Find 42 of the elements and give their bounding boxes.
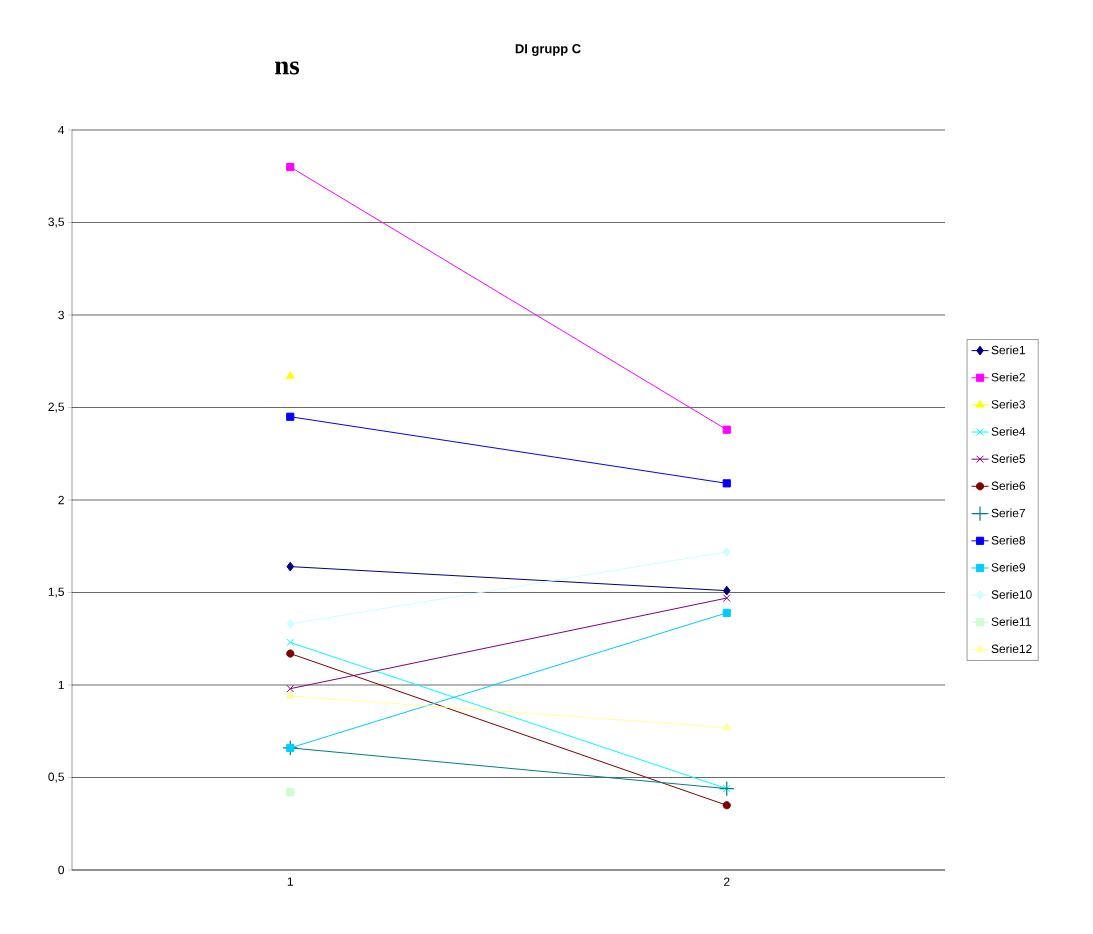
text: ns bbox=[275, 61, 300, 75]
y-tick-label: 0,5 bbox=[48, 772, 64, 783]
y-tick-label: 2,5 bbox=[48, 402, 64, 413]
point bbox=[286, 561, 295, 572]
point bbox=[722, 425, 731, 434]
legend-label: Serie12 bbox=[991, 644, 1032, 654]
legend-label: Serie9 bbox=[991, 562, 1026, 572]
legend-label: Serie3 bbox=[991, 399, 1026, 409]
y-tick-label: 4 bbox=[58, 125, 65, 135]
point bbox=[286, 788, 295, 797]
point bbox=[286, 684, 295, 693]
legend-label: Serie2 bbox=[991, 372, 1025, 382]
point bbox=[285, 371, 295, 379]
legend-label: Serie8 bbox=[991, 535, 1026, 545]
point bbox=[286, 649, 295, 658]
legend-label: Serie7 bbox=[991, 508, 1025, 518]
y-tick-label: 0 bbox=[58, 865, 65, 875]
legend-label: Serie10 bbox=[991, 590, 1032, 599]
point bbox=[286, 638, 295, 647]
chart-title: DI grupp C bbox=[515, 44, 581, 56]
y-tick-label: 3,5 bbox=[48, 217, 64, 228]
point bbox=[722, 546, 731, 557]
point bbox=[286, 619, 295, 629]
legend-label: Serie5 bbox=[991, 454, 1026, 463]
point bbox=[722, 479, 731, 488]
point bbox=[722, 594, 731, 602]
point bbox=[722, 585, 731, 596]
point bbox=[722, 784, 731, 793]
point bbox=[286, 412, 295, 421]
y-tick-label: 2 bbox=[58, 495, 64, 505]
legend-label: Serie4 bbox=[991, 426, 1026, 436]
point bbox=[718, 780, 735, 797]
point bbox=[722, 608, 731, 617]
legend-label: Serie6 bbox=[991, 481, 1026, 491]
point bbox=[286, 162, 295, 172]
legend-label: Serie1 bbox=[991, 345, 1025, 355]
y-tick-label: 3 bbox=[58, 310, 64, 320]
legend-label: Serie11 bbox=[991, 617, 1031, 626]
point bbox=[286, 743, 295, 752]
point bbox=[722, 801, 731, 810]
y-tick-label: 1 bbox=[58, 680, 64, 690]
y-tick-label: 1,5 bbox=[48, 587, 64, 598]
